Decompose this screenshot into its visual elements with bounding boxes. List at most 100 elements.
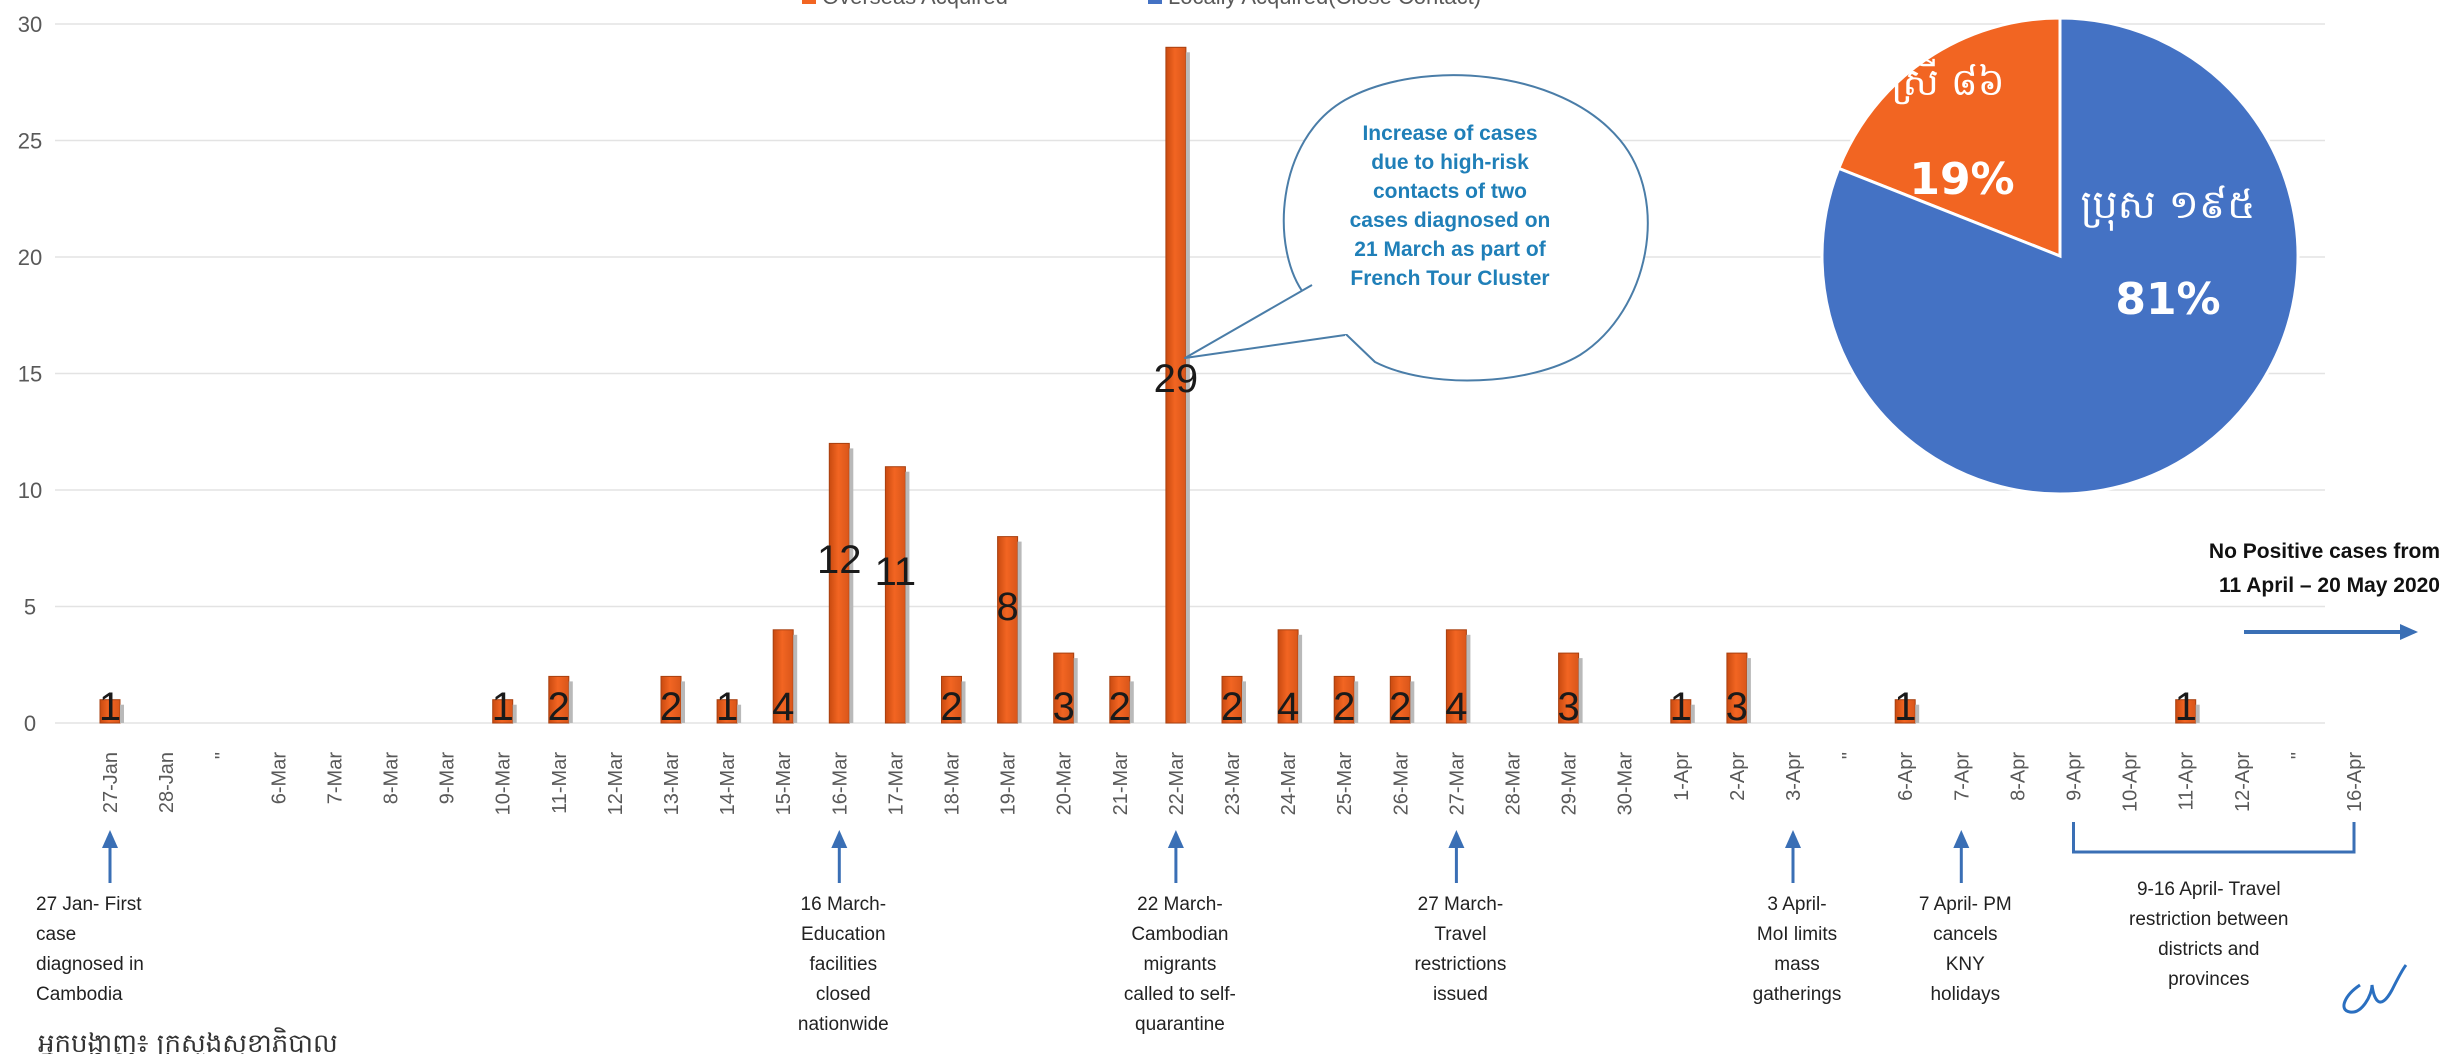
x-tick-label: 23-Mar [1222,752,1244,816]
event-text-line: cancels [1933,924,1997,945]
bubble-text-line: due to high-risk [1371,151,1529,174]
x-tick-label: 10-Mar [493,752,515,816]
bar-shadow [512,704,517,723]
y-tick-label: 15 [18,362,42,387]
y-tick-label: 10 [18,478,42,503]
y-tick-label: 0 [24,711,36,736]
event-text-line: restriction between [2129,909,2288,930]
data-label: 12 [817,538,862,582]
y-axis: 0 5 10 15 20 25 30 [18,12,42,736]
event-text-line: quarantine [1135,1014,1225,1035]
data-label: 2 [1109,685,1131,729]
event-bracket [2072,822,2356,854]
bubble-text: Increase of cases due to high-risk contact… [1350,122,1551,290]
data-label: 29 [1154,357,1199,401]
x-tick-label: 30-Mar [1615,752,1637,816]
bar [997,536,1019,724]
event-text-line: case [36,924,76,945]
x-tick-label: 1-Apr [1671,752,1693,801]
y-tick-label: 25 [18,129,42,154]
data-label: 2 [940,685,962,729]
data-label: 2 [1333,685,1355,729]
data-label: 1 [716,685,738,729]
event-arrow-head [831,830,848,848]
data-label: 4 [772,685,794,729]
bubble-pointer [1184,284,1346,359]
data-label: 1 [1894,685,1916,729]
no-positive-line-1: No Positive cases from [2209,540,2440,563]
pie-slice-female [1836,16,2062,259]
event-annotations: 27 Jan- First case diagnosed in Cambodia 16 … [36,822,2356,1035]
cluster-annotation-bubble: Increase of cases due to high-risk contact… [1184,74,1649,382]
x-tick-label: 8-Apr [2007,752,2029,801]
event-text-line: provinces [2168,969,2249,990]
no-positive-annotation: No Positive cases from 11 April – 20 May… [2209,540,2440,640]
no-positive-arrow-head [2400,624,2418,640]
x-tick-label: 17-Mar [885,752,907,816]
legend-label-local: Locally Acquired(Close Contact) [1168,0,1481,9]
event-text-line: 9-16 April- Travel [2137,879,2281,900]
data-label: 1 [99,685,121,729]
x-tick-label: 8-Mar [381,752,403,805]
bar-shadow [1298,634,1303,723]
event-text-line: facilities [810,954,878,975]
x-tick-label: 28-Mar [1503,752,1525,816]
event-text-line: 3 April- [1767,894,1826,915]
source-note: អ្នកបង្ហាញ៖ ក្រសួងសុខាភិបាល [38,1027,338,1054]
x-tick-label: 19-Mar [998,752,1020,816]
event-text-line: 16 March- [801,894,887,915]
x-tick-label: 6-Apr [1895,752,1917,801]
data-label: 3 [1557,685,1579,729]
pie-percent-male: 81% [2115,274,2220,325]
x-tick-label: 7-Apr [1951,752,1973,801]
x-tick-label: 27-Jan [100,752,122,813]
x-tick-label: 15-Mar [773,752,795,816]
data-label: 2 [548,685,570,729]
x-tick-label: " [2288,752,2310,759]
x-tick-label: 9-Mar [437,752,459,805]
x-tick-label: 13-Mar [661,752,683,816]
x-tick-label: 14-Mar [717,752,739,816]
event-text-line: Cambodia [36,984,123,1005]
event-text-line: called to self- [1124,984,1236,1005]
event-text-line: issued [1433,984,1488,1005]
event-arrow-head [1953,830,1970,848]
bubble-text-line: contacts of two [1373,180,1527,203]
grid-lines [55,23,2325,724]
no-positive-line-2: 11 April – 20 May 2020 [2219,574,2440,597]
bar-shadow [1073,658,1078,723]
y-tick-label: 30 [18,12,42,37]
legend-label-overseas: Overseas Acquired [822,0,1008,9]
data-label: 2 [660,685,682,729]
bubble-text-line: French Tour Cluster [1350,267,1549,290]
event-text-line: Cambodian [1131,924,1228,945]
x-tick-label: 29-Mar [1559,752,1581,816]
bar-shadow [1578,658,1583,723]
event-text-line: KNY [1946,954,1985,975]
data-label: 8 [996,585,1018,629]
data-label: 11 [875,550,917,594]
x-tick-label: 12-Apr [2232,752,2254,812]
bubble-text-line: 21 March as part of [1354,238,1546,261]
x-tick-label: 16-Apr [2344,752,2366,812]
data-label: 1 [1670,685,1692,729]
event-text-line: closed [816,984,871,1005]
bar-shadow [1129,681,1134,723]
event-arrow-head [102,830,118,848]
x-tick-label: 20-Mar [1054,752,1076,816]
event-arrow-head [1448,830,1465,848]
x-tick-label: 3-Apr [1783,752,1805,801]
x-tick-label: 6-Mar [268,752,290,805]
bar-shadow [1242,681,1246,723]
data-label: 2 [1389,685,1411,729]
bubble-text-line: Increase of cases [1362,122,1537,145]
x-tick-label: 11-Mar [549,752,571,814]
x-tick-label: 11-Apr [2176,752,2198,811]
bar-shadow [681,681,685,723]
data-label: 2 [1221,685,1243,729]
event-arrow-head [1785,830,1801,848]
gender-pie-chart: ស្រី ៨៦ 19% ប្រុស ១៩៥ 81% [1820,16,2300,496]
bar-shadow [1410,681,1415,723]
event-text-line: migrants [1143,954,1216,975]
